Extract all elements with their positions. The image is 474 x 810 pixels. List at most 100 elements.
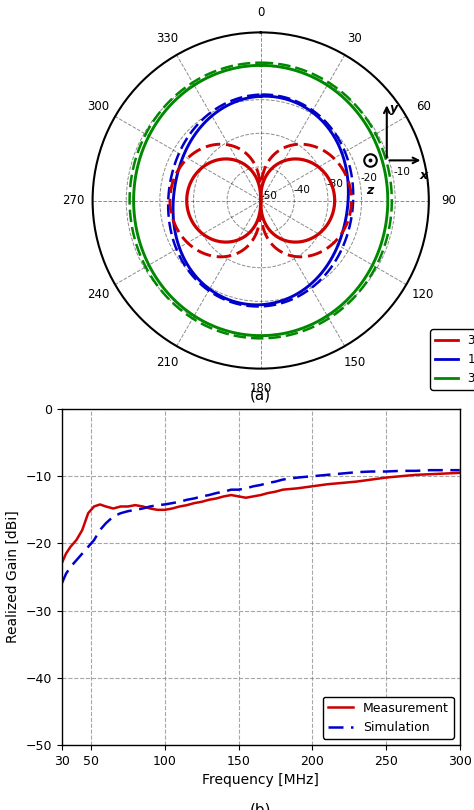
Measurement [184,501,190,510]
Measurement [191,498,197,508]
Simulation [59,579,64,589]
Text: (b): (b) [250,803,272,810]
Simulation [398,466,404,475]
Text: x: x [419,168,428,181]
Measurement [243,492,249,502]
Simulation [63,569,69,578]
Simulation [103,518,109,528]
Simulation [368,467,374,476]
Measurement [295,484,301,493]
Line: Measurement: Measurement [62,473,460,564]
Simulation [228,485,234,495]
Simulation [110,512,116,522]
Simulation [383,467,389,476]
Simulation [413,466,419,475]
Simulation [324,470,330,480]
Simulation [273,477,278,487]
Simulation [457,465,463,475]
Measurement [125,501,131,511]
Text: y: y [390,103,398,116]
Simulation [140,504,146,514]
Measurement [118,501,123,511]
Measurement [199,497,205,506]
Y-axis label: Realized Gain [dBi]: Realized Gain [dBi] [6,511,20,643]
Measurement [324,480,330,489]
Measurement [206,495,212,505]
Simulation [339,469,345,479]
Measurement [339,478,345,488]
Measurement [155,505,160,514]
Text: z: z [366,184,374,197]
Measurement [85,509,91,518]
Simulation [354,467,359,477]
Simulation [295,473,301,483]
Simulation [68,562,73,572]
Legend: 30 MHz, 150 MHz, 300 MHz: 30 MHz, 150 MHz, 300 MHz [430,330,474,390]
Measurement [457,468,463,478]
Simulation [80,548,85,558]
Measurement [221,492,227,501]
Simulation [250,481,256,491]
Simulation [184,495,190,505]
Measurement [103,501,109,511]
Measurement [265,488,271,498]
Simulation [199,492,205,501]
Simulation [169,498,175,508]
Measurement [68,542,73,552]
Measurement [442,469,448,479]
Measurement [97,500,103,509]
Measurement [169,504,175,514]
Simulation [162,500,168,509]
Simulation [177,497,182,506]
Simulation [280,475,286,484]
Measurement [177,501,182,511]
Simulation [147,501,153,511]
Measurement [80,525,85,535]
Measurement [413,470,419,480]
Simulation [258,480,264,490]
Measurement [147,504,153,514]
Measurement [110,504,116,514]
Simulation [97,525,103,535]
Simulation [85,542,91,552]
Line: Simulation: Simulation [62,470,460,584]
Simulation [221,487,227,497]
Simulation [206,490,212,500]
Measurement [258,490,264,500]
Simulation [91,535,97,545]
Measurement [162,505,168,514]
Simulation [191,493,197,503]
Measurement [398,471,404,481]
Simulation [236,485,241,495]
Measurement [310,481,315,491]
Simulation [73,556,79,565]
Measurement [73,535,79,545]
Measurement [236,492,241,501]
Measurement [91,501,97,511]
Simulation [442,465,448,475]
Measurement [428,469,433,479]
Measurement [59,559,64,569]
Simulation [428,465,433,475]
Simulation [155,501,160,510]
Measurement [133,501,138,510]
Simulation [214,488,219,498]
Measurement [383,473,389,483]
Simulation [265,478,271,488]
Measurement [214,493,219,503]
X-axis label: Frequency [MHz]: Frequency [MHz] [202,774,319,787]
Measurement [250,492,256,501]
Measurement [140,501,146,511]
Simulation [310,471,315,481]
Simulation [133,505,138,514]
Measurement [273,487,278,497]
Measurement [228,490,234,500]
Simulation [243,484,249,493]
Legend: Measurement, Simulation: Measurement, Simulation [323,697,454,739]
Simulation [125,506,131,516]
Simulation [118,509,123,518]
Measurement [280,485,286,495]
Measurement [354,477,359,487]
Measurement [63,548,69,558]
Text: (a): (a) [250,387,271,402]
